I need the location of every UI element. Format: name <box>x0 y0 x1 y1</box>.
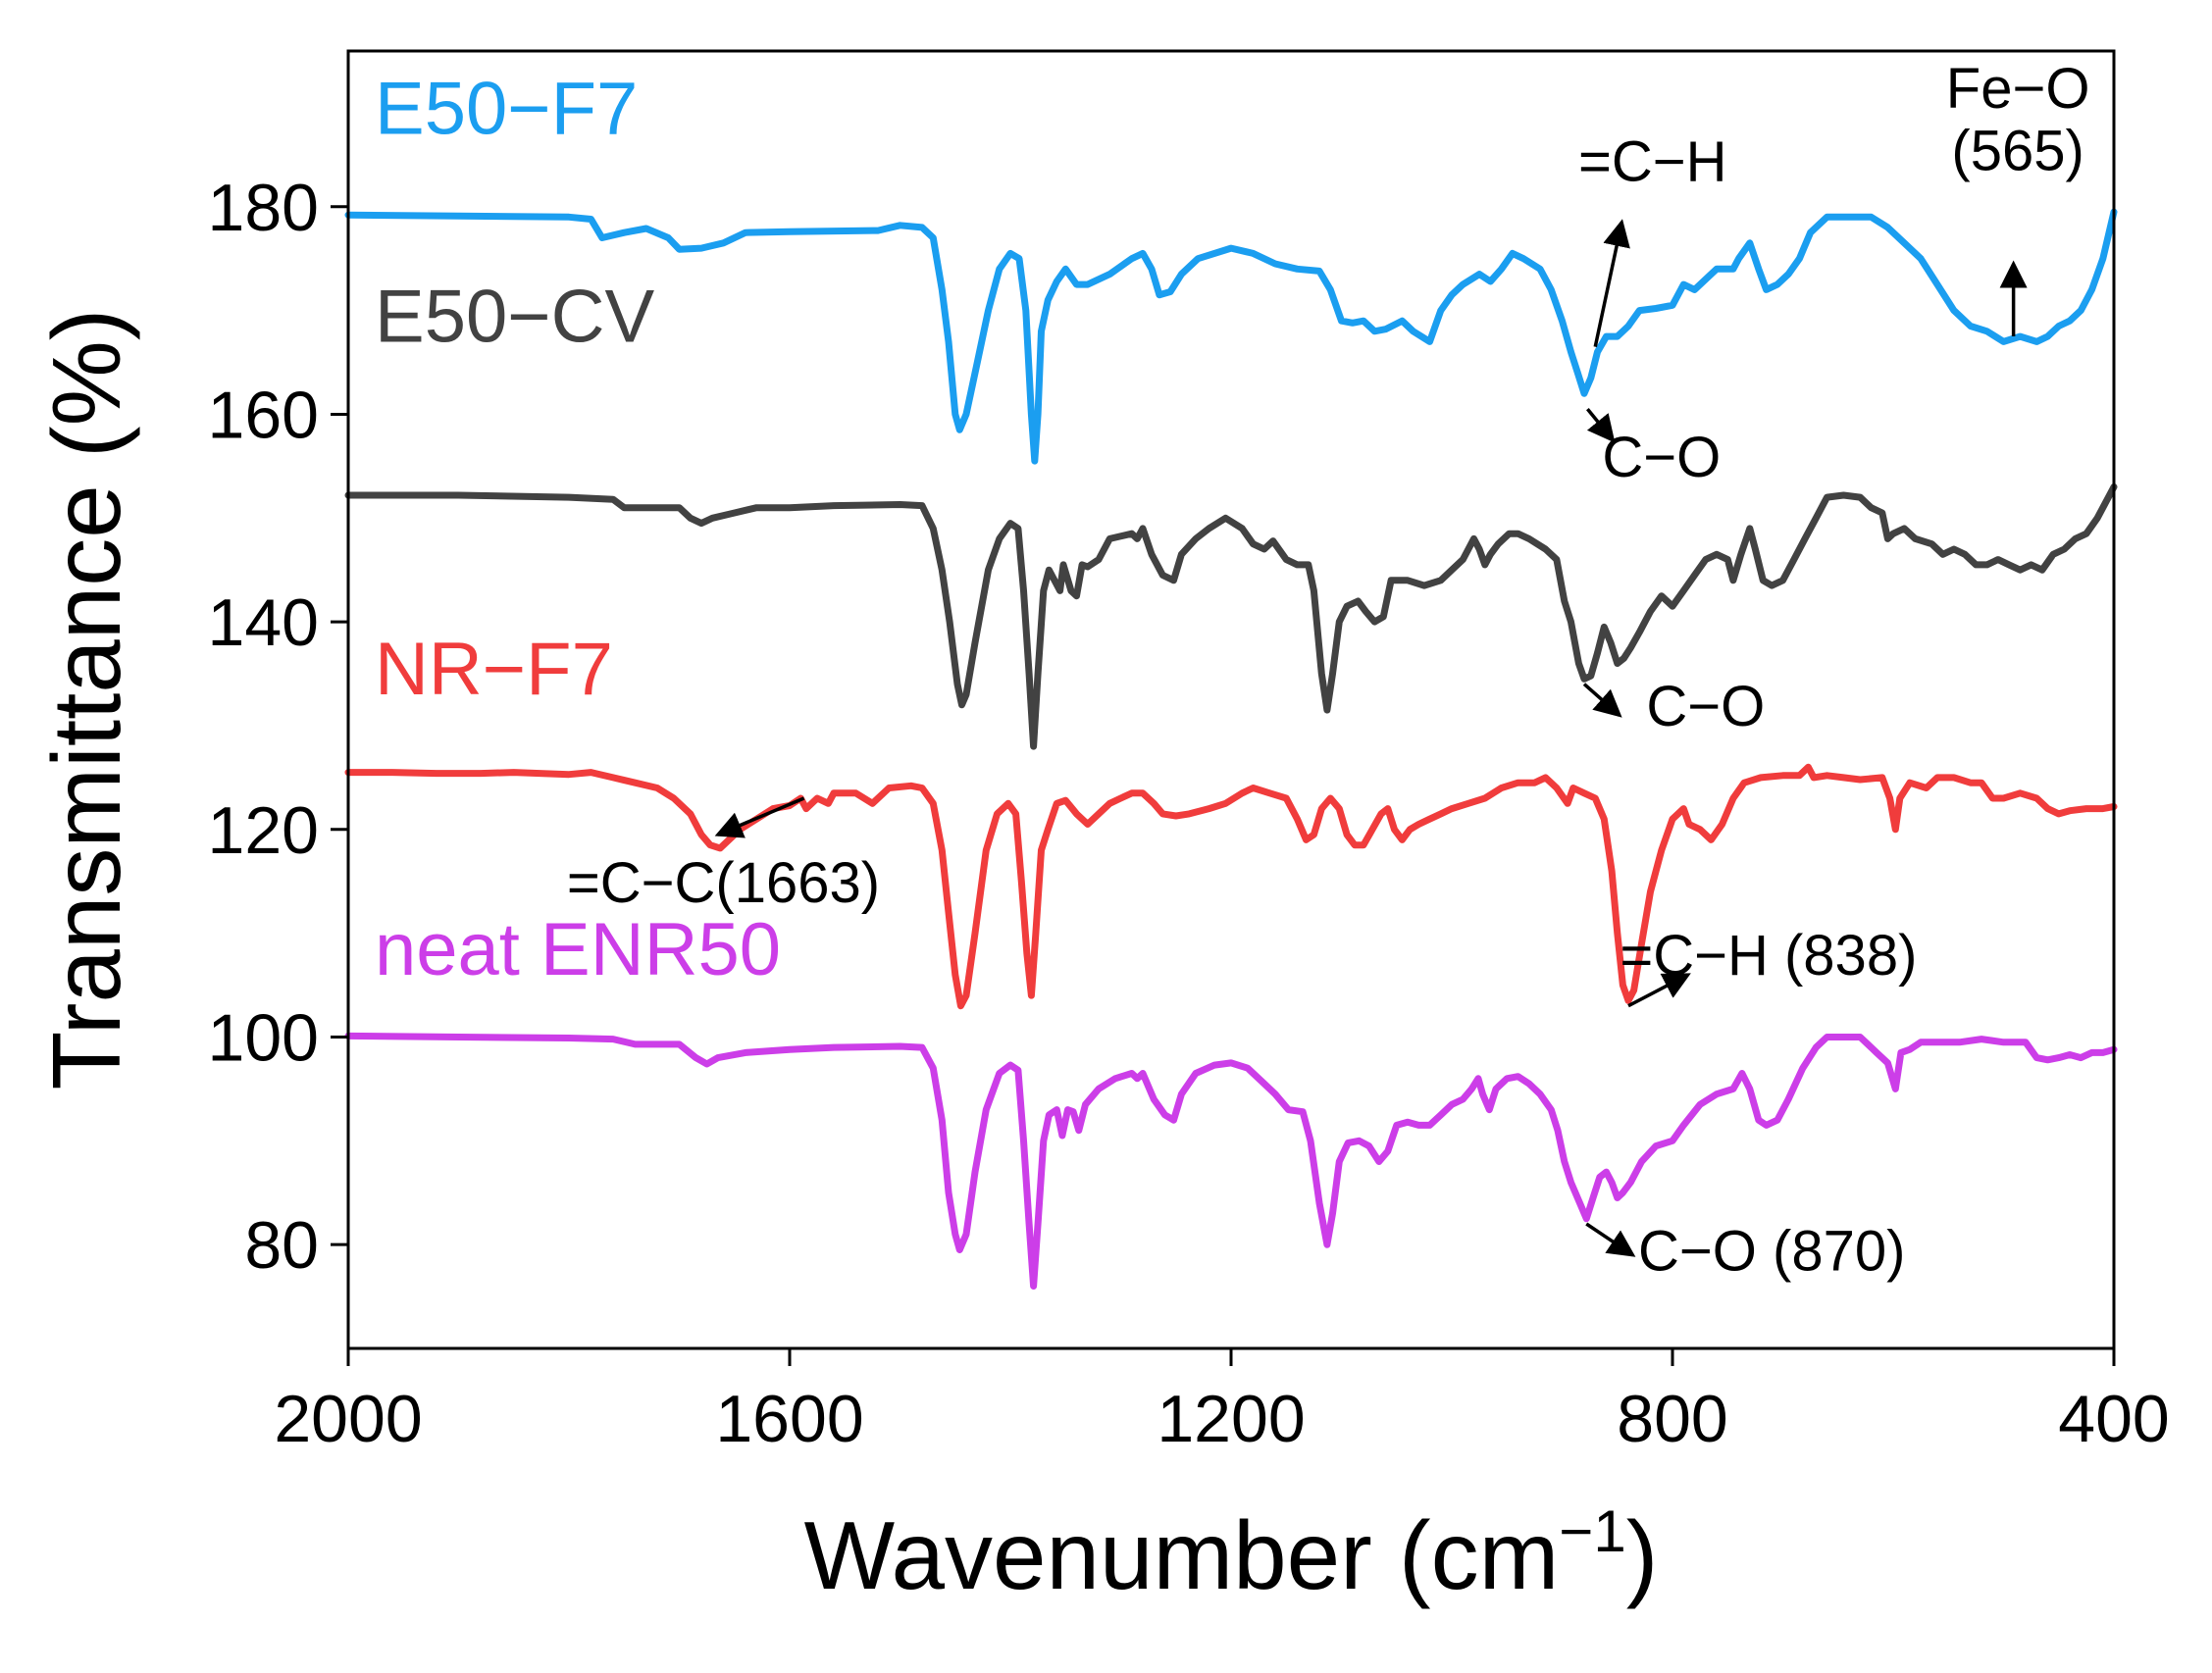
annotation-arrow-5 <box>1627 973 1691 1008</box>
y-tick-label: 180 <box>208 171 319 245</box>
annotation-label-2: =C−H <box>1578 129 1727 193</box>
annotation-arrow-2 <box>1586 408 1616 443</box>
y-tick-label: 120 <box>208 793 319 868</box>
x-tick-label: 400 <box>2058 1382 2169 1456</box>
y-tick-label: 80 <box>244 1208 319 1283</box>
series-layer: E50−F7 E50−CV NR−F7 neat ENR50 <box>344 68 2118 1290</box>
legend-label-2: NR−F7 <box>375 628 613 711</box>
x-tick-label: 1600 <box>715 1382 863 1456</box>
legend-label-1: E50−CV <box>375 275 654 358</box>
x-tick-label: 1200 <box>1157 1382 1305 1456</box>
annotation-label-4: C−O <box>1646 675 1765 738</box>
annotation-label-1: (565) <box>1951 120 2083 183</box>
annotation-label-0: Fe−O <box>1946 57 2090 121</box>
x-axis-label: Wavenumber (cm−1) <box>804 1498 1659 1609</box>
annotation-label-3: C−O <box>1602 426 1721 489</box>
annotation-label-5: =C−C(1663) <box>567 851 880 915</box>
y-tick-label: 100 <box>208 1000 319 1075</box>
annotation-layer: Fe−O(565) =C−H C−O C−O =C−C(1663) =C−H (838) C… <box>567 57 2090 1283</box>
series-line-2 <box>344 763 2118 1010</box>
annotation-arrow-0 <box>1593 219 1630 348</box>
annotation-label-6: =C−H (838) <box>1620 924 1917 988</box>
annotation-arrow-6 <box>1585 1222 1636 1257</box>
axis-layer: 2000 1600 1200 800 400 80 100 120 140 160 180 <box>208 171 2170 1456</box>
legend-label-3: neat ENR50 <box>375 908 781 991</box>
annotation-label-7: C−O (870) <box>1638 1220 1905 1284</box>
y-tick-label: 160 <box>208 378 319 452</box>
annotation-arrow-4 <box>714 796 805 838</box>
y-tick-label: 140 <box>208 585 319 660</box>
series-line-1 <box>344 483 2118 750</box>
series-line-0 <box>344 208 2118 465</box>
x-tick-label: 800 <box>1617 1382 1727 1456</box>
y-axis-label: Transmittance (%) <box>32 309 140 1090</box>
annotation-arrow-3 <box>1582 683 1622 718</box>
x-tick-label: 2000 <box>274 1382 422 1456</box>
legend-label-0: E50−F7 <box>375 68 638 151</box>
series-line-3 <box>344 1032 2118 1290</box>
